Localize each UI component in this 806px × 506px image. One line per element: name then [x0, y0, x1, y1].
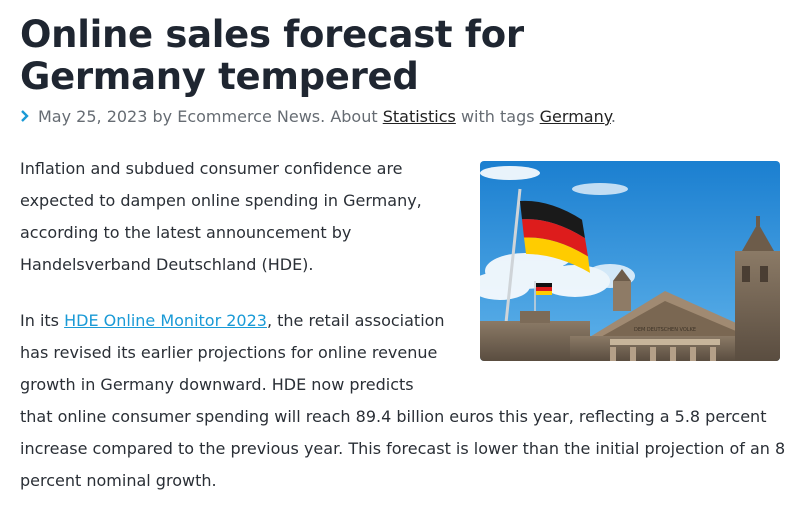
article-title: Online sales forecast for Germany temper… [20, 13, 524, 98]
meta-tags-text: with tags [460, 107, 535, 126]
chevron-right-icon [20, 106, 34, 128]
meta-by-text: by [152, 107, 173, 126]
meta-end: . [610, 107, 617, 126]
hde-online-monitor-link[interactable]: HDE Online Monitor 2023 [64, 311, 267, 330]
paragraph-1: Inflation and subdued consumer confidenc… [20, 159, 422, 274]
paragraph-2-prefix: In its [20, 311, 59, 330]
article-author: Ecommerce News. [177, 107, 326, 126]
article-date: May 25, 2023 [38, 107, 148, 126]
reichstag-inscription: DEM DEUTSCHEN VOLKE [634, 327, 696, 333]
category-link[interactable]: Statistics [382, 107, 456, 126]
article-meta: May 25, 2023 by Ecommerce News. About St… [20, 106, 616, 128]
tag-link[interactable]: Germany [539, 107, 611, 126]
paragraph-2-text: , the retail association has revised its… [20, 311, 786, 490]
article-hero-image: DEM DEUTSCHEN VOLKE [480, 161, 780, 361]
paragraph-2: In its HDE Online Monitor 2023, the reta… [20, 305, 790, 497]
meta-about-text: About [330, 107, 378, 126]
